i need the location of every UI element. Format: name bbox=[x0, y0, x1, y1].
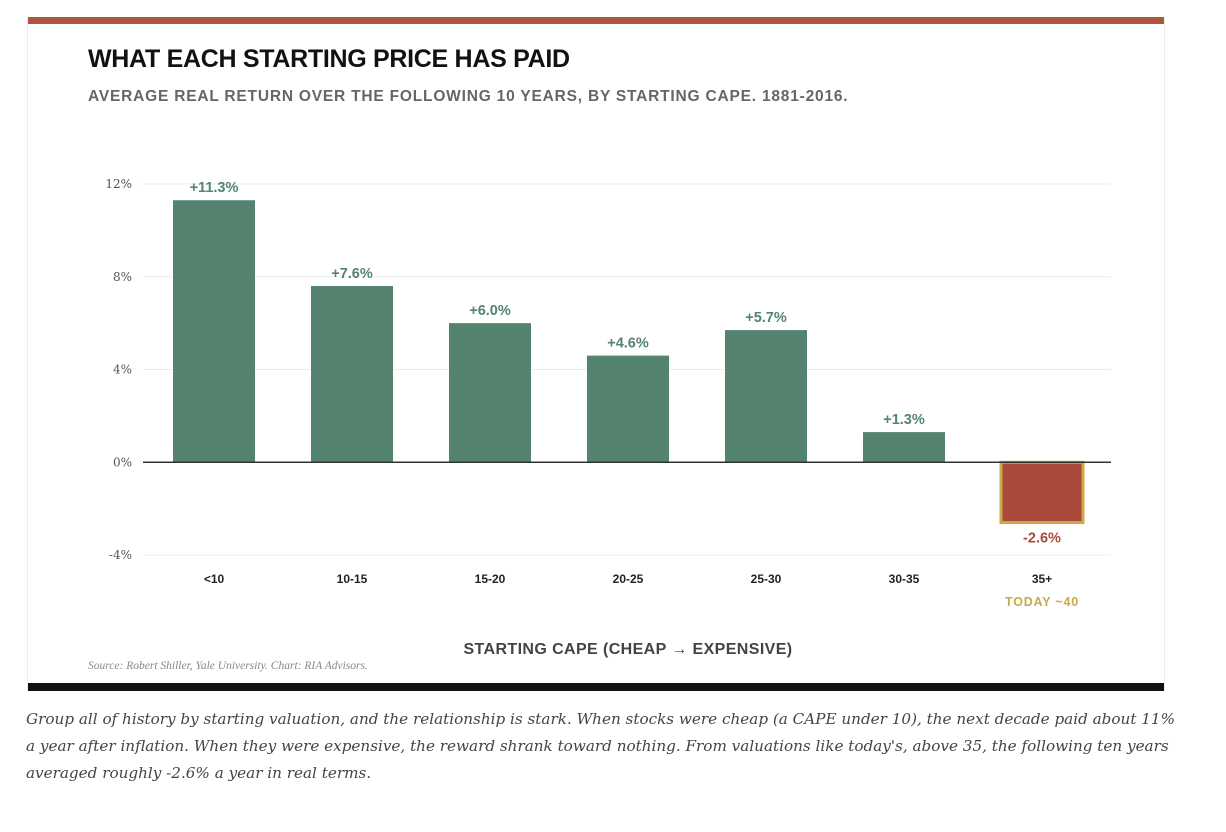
x-tick-label: 30-35 bbox=[889, 572, 920, 586]
bottom-rule bbox=[28, 683, 1164, 691]
highlight-note: TODAY ~40 bbox=[1005, 595, 1079, 609]
chart-subtitle: AVERAGE REAL RETURN OVER THE FOLLOWING 1… bbox=[88, 88, 849, 105]
data-label: -2.6% bbox=[1023, 531, 1061, 547]
x-tick-label: 25-30 bbox=[751, 572, 782, 586]
data-label: +6.0% bbox=[469, 303, 511, 319]
bar bbox=[999, 460, 1085, 525]
bar bbox=[587, 355, 669, 463]
bar bbox=[449, 323, 531, 463]
data-label: +11.3% bbox=[190, 180, 239, 196]
data-label: +1.3% bbox=[883, 412, 925, 428]
bar bbox=[725, 330, 807, 463]
x-tick-label: 15-20 bbox=[475, 572, 506, 586]
bar-chart: 12% 8% 4% 0% -4% +11.3% <10 +7.6% 10-15 +6.0% 15-2… bbox=[105, 177, 1111, 658]
y-tick-label: 12% bbox=[105, 177, 132, 191]
chart-card: WHAT EACH STARTING PRICE HAS PAID AVERAG… bbox=[27, 17, 1165, 691]
bar bbox=[173, 200, 255, 463]
source-note: Source: Robert Shiller, Yale University.… bbox=[88, 660, 368, 672]
caption-text: Group all of history by starting valuati… bbox=[26, 710, 1176, 782]
y-tick-label: 8% bbox=[113, 270, 132, 284]
bar bbox=[311, 286, 393, 463]
x-axis-title: STARTING CAPE (CHEAP → EXPENSIVE) bbox=[463, 641, 792, 658]
chart-title: WHAT EACH STARTING PRICE HAS PAID bbox=[88, 45, 570, 73]
data-label: +5.7% bbox=[745, 310, 787, 326]
y-tick-label: 0% bbox=[113, 455, 132, 469]
bar bbox=[863, 432, 945, 463]
y-tick-label: -4% bbox=[109, 548, 132, 562]
data-label: +4.6% bbox=[607, 336, 649, 352]
x-tick-label: 35+ bbox=[1032, 572, 1052, 586]
data-label: +7.6% bbox=[331, 266, 373, 282]
x-tick-label: 10-15 bbox=[337, 572, 368, 586]
y-tick-label: 4% bbox=[113, 363, 132, 377]
x-tick-label: <10 bbox=[204, 572, 225, 586]
x-tick-label: 20-25 bbox=[613, 572, 644, 586]
top-accent-rule bbox=[28, 17, 1164, 24]
